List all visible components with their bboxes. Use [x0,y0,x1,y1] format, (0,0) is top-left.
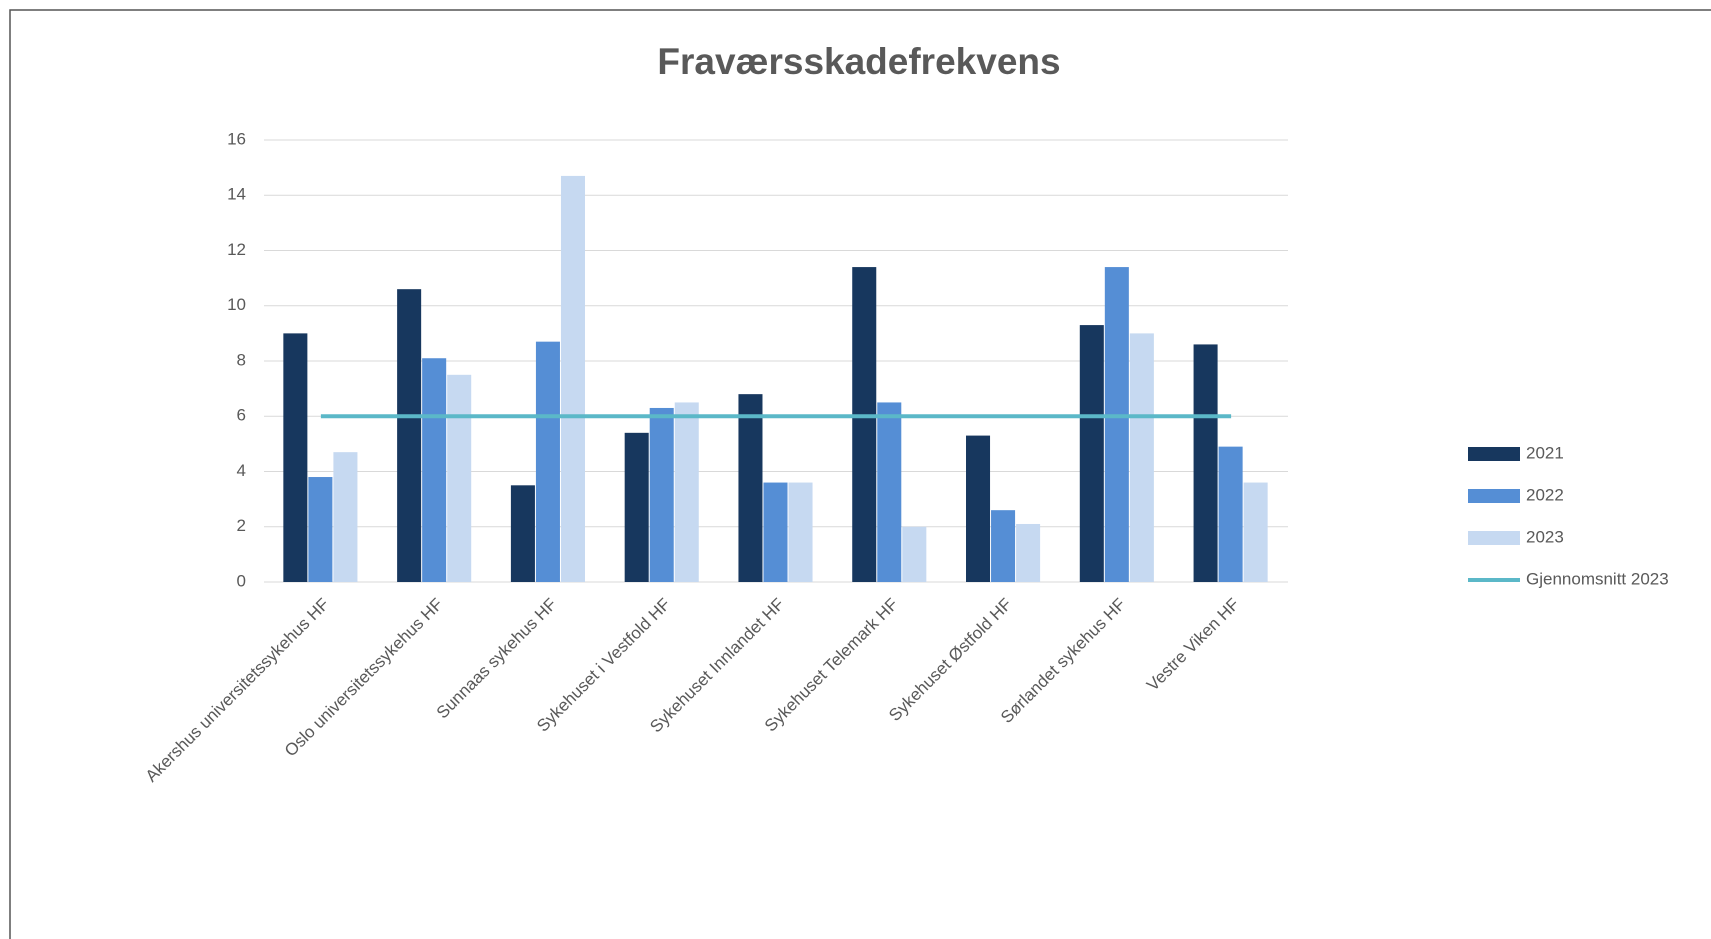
bar [1016,523,1041,582]
x-tick-label: Sykehuset i Vestfold HF [533,595,674,736]
bar [966,435,991,582]
bar [1243,482,1268,582]
bar [877,402,902,582]
bar [852,267,877,582]
bar [624,432,649,582]
bar [1129,333,1154,582]
y-tick-label: 10 [227,295,246,314]
x-tick-label: Sørlandet sykehus HF [997,595,1129,727]
y-tick-label: 0 [237,571,246,590]
bar [1218,446,1243,582]
bar [535,341,560,582]
y-tick-label: 6 [237,406,246,425]
chart-title: Fraværsskadefrekvens [657,41,1060,82]
legend-swatch [1468,531,1520,545]
bar [283,333,308,582]
legend-label: Gjennomsnitt 2023 [1526,569,1669,588]
frame [9,9,1711,939]
bar [991,510,1016,582]
legend-swatch [1468,447,1520,461]
y-tick-label: 4 [237,461,246,480]
bar [1079,325,1104,582]
legend-label: 2022 [1526,485,1564,504]
x-tick-label: Sunnaas sykehus HF [433,595,561,723]
x-tick-label: Sykehuset Østfold HF [885,595,1015,725]
legend-swatch [1468,489,1520,503]
bar [788,482,813,582]
x-tick-label: Akershus universitetssykehus HF [142,595,333,786]
bar [1193,344,1218,582]
y-tick-label: 14 [227,185,246,204]
x-tick-label: Vestre Viken HF [1143,595,1243,695]
x-tick-label: Sykehuset Telemark HF [761,595,902,736]
bar [674,402,699,582]
bar [763,482,788,582]
legend-label: 2023 [1526,527,1564,546]
bar [1104,267,1129,582]
y-tick-label: 16 [227,129,246,148]
bar [902,526,927,582]
bar [308,477,333,582]
bar [422,358,447,582]
bar [738,394,763,582]
y-tick-label: 2 [237,516,246,535]
bar [447,374,472,582]
bar [560,175,585,582]
bar [333,452,358,582]
y-tick-label: 8 [237,350,246,369]
bar [510,485,535,582]
y-tick-label: 12 [227,240,246,259]
legend-label: 2021 [1526,443,1564,462]
bar [397,289,422,582]
bar [649,407,674,582]
